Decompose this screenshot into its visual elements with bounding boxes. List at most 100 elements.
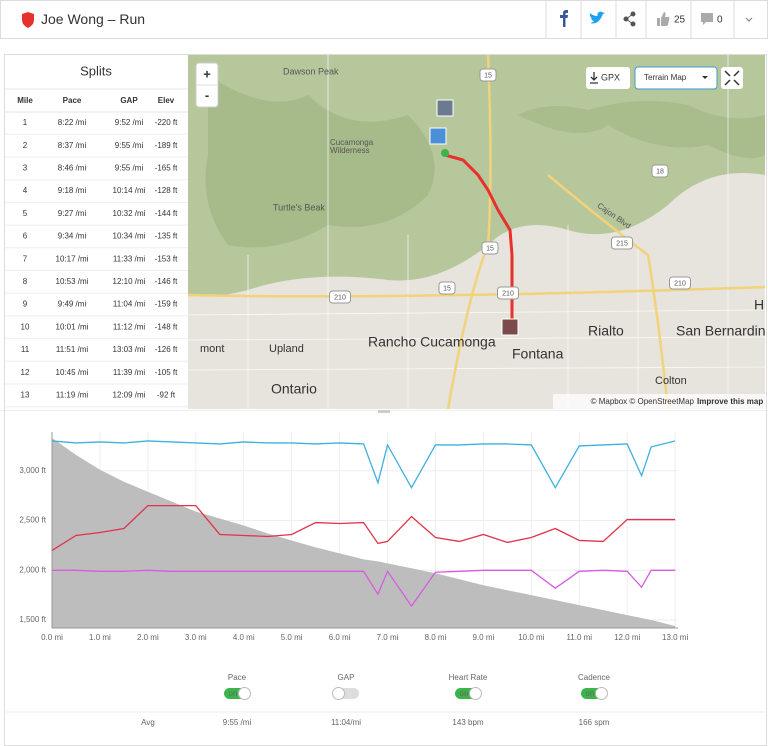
split-cell: 12:09 /mi xyxy=(113,391,146,400)
split-cell: 10:32 /mi xyxy=(113,209,146,218)
zoom-out[interactable]: - xyxy=(205,87,209,102)
y-tick-label: 3,000 ft xyxy=(19,466,46,475)
more-menu[interactable] xyxy=(745,17,753,22)
split-cell: 8 xyxy=(23,277,28,286)
split-cell: 8:37 /mi xyxy=(58,141,87,150)
zoom-in[interactable]: + xyxy=(203,66,211,81)
split-cell: 10:34 /mi xyxy=(113,232,146,241)
improve-map-link[interactable]: Improve this map xyxy=(697,397,763,406)
map-label: Cucamonga xyxy=(330,138,374,147)
split-cell: 11:33 /mi xyxy=(113,254,146,263)
split-cell: 9:18 /mi xyxy=(58,186,87,195)
split-cell: -144 ft xyxy=(155,209,178,218)
split-cell: 7 xyxy=(23,254,28,263)
split-cell: -105 ft xyxy=(155,368,178,377)
map-label: mont xyxy=(200,343,224,355)
highway-number: 15 xyxy=(486,245,494,252)
x-tick-label: 7.0 mi xyxy=(377,633,399,642)
split-cell: 9:55 /mi xyxy=(115,141,144,150)
comment-icon[interactable] xyxy=(701,13,713,25)
splits-table: Splits Mile Pace GAP Elev 1 8:22 /mi 9:52 /mi -… xyxy=(5,55,188,409)
split-cell: 12:10 /mi xyxy=(113,277,146,286)
toggle-state: on xyxy=(229,689,238,698)
x-tick-label: 13.0 mi xyxy=(662,633,688,642)
highway-number: 210 xyxy=(334,294,346,301)
summary-value: 9:55 /mi xyxy=(223,718,252,727)
split-cell: -189 ft xyxy=(155,141,178,150)
split-cell: -159 ft xyxy=(155,300,178,309)
x-tick-label: 8.0 mi xyxy=(425,633,447,642)
split-cell: -146 ft xyxy=(155,277,178,286)
elevation-area xyxy=(52,437,676,628)
map-label: Ontario xyxy=(271,381,317,397)
highway-shield xyxy=(481,241,499,255)
split-cell: 9:27 /mi xyxy=(58,209,87,218)
gpx-label[interactable]: GPX xyxy=(601,72,620,82)
zoom-control[interactable] xyxy=(195,62,219,108)
split-cell: 8:46 /mi xyxy=(58,164,87,173)
y-tick-label: 1,500 ft xyxy=(19,615,46,624)
elevation-chart: 0.0 mi 1.0 mi 2.0 mi 3.0 mi 4.0 mi 5.0 mi 6.0 … xyxy=(0,410,768,727)
split-cell: 9:34 /mi xyxy=(58,232,87,241)
share-button[interactable] xyxy=(623,11,636,27)
kudos-icon[interactable] xyxy=(657,12,670,26)
column-header: GAP xyxy=(120,96,138,105)
highway-number: 210 xyxy=(674,280,686,287)
series-line xyxy=(51,504,676,551)
route xyxy=(444,153,514,320)
split-cell: -126 ft xyxy=(155,345,178,354)
summary-value: 166 spm xyxy=(579,718,610,727)
download-icon xyxy=(590,72,598,84)
split-cell: 10 xyxy=(21,322,30,331)
photo-marker[interactable] xyxy=(429,127,447,145)
map-label: Colton xyxy=(655,375,687,387)
split-cell: 3 xyxy=(23,164,28,173)
map-label: Wilderness xyxy=(330,146,370,155)
map-style-label[interactable]: Terrain Map xyxy=(644,73,687,82)
kudos-count: 25 xyxy=(674,15,686,26)
split-cell: 9 xyxy=(23,300,28,309)
photo-marker[interactable] xyxy=(436,99,454,117)
split-cell: -135 ft xyxy=(155,232,178,241)
end-marker xyxy=(501,318,519,336)
x-tick-label: 5.0 mi xyxy=(281,633,303,642)
y-tick-label: 2,000 ft xyxy=(19,565,46,574)
activity-title: Joe Wong – Run xyxy=(41,11,146,27)
split-cell: 9:49 /mi xyxy=(58,300,87,309)
split-cell: 12 xyxy=(21,368,30,377)
fullscreen-button[interactable] xyxy=(721,67,743,89)
splits-title: Splits xyxy=(80,63,112,78)
split-cell: 6 xyxy=(23,232,28,241)
split-cell: 11 xyxy=(21,345,30,354)
map-svg: 15 15 15 210 210 210 215 18 Dawson Peak Cucamonga… xyxy=(188,55,765,409)
facebook-share[interactable] xyxy=(560,10,568,27)
split-cell: -153 ft xyxy=(155,254,178,263)
x-tick-label: 3.0 mi xyxy=(185,633,207,642)
x-tick-label: 6.0 mi xyxy=(329,633,351,642)
map-label: Upland xyxy=(269,343,304,355)
split-cell: -148 ft xyxy=(155,322,178,331)
highway-shield xyxy=(329,290,351,304)
series-line xyxy=(52,569,676,608)
map-style-button[interactable] xyxy=(634,66,718,90)
twitter-share[interactable] xyxy=(589,11,605,24)
header-actions: 25 0 xyxy=(545,1,753,38)
highway-shield xyxy=(611,236,633,250)
split-cell: -92 ft xyxy=(157,391,176,400)
x-tick-label: 11.0 mi xyxy=(566,633,592,642)
column-header: Mile xyxy=(17,96,33,105)
toggle-knob xyxy=(469,687,482,700)
split-cell: 4 xyxy=(23,186,28,195)
toggle-label: GAP xyxy=(338,673,355,682)
split-cell: 13:03 /mi xyxy=(113,345,146,354)
summary-value: 143 bpm xyxy=(452,718,483,727)
summary-value: 11:04/mi xyxy=(331,718,361,727)
toggle-state: on xyxy=(460,689,469,698)
map-label: Rialto xyxy=(588,323,624,339)
map[interactable]: 15 15 15 210 210 210 215 18 Dawson Peak Cucamonga… xyxy=(188,55,765,409)
splits-svg: Splits Mile Pace GAP Elev 1 8:22 /mi 9:52 /mi -… xyxy=(5,63,188,408)
map-label: Dawson Peak xyxy=(283,66,339,76)
toggle-label: Cadence xyxy=(578,673,611,682)
toggle-label: Pace xyxy=(228,673,247,682)
highway-shield xyxy=(497,286,519,300)
